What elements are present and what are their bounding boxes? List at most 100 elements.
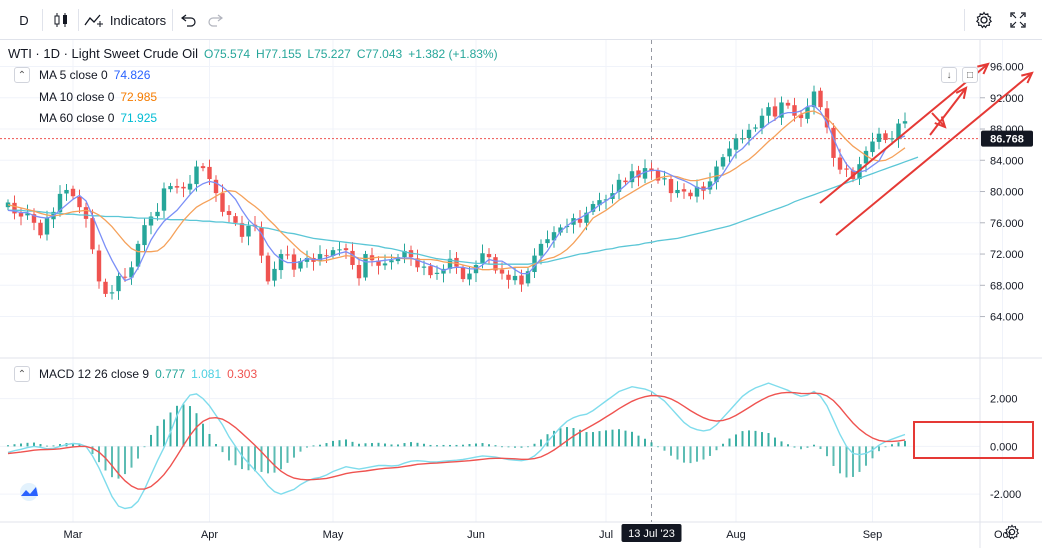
candle-body: [434, 272, 440, 274]
candle-body: [551, 232, 557, 241]
candle-body: [155, 211, 160, 217]
candle-body: [746, 129, 752, 139]
macd-histogram-bar: [878, 446, 880, 452]
collapse-macd-icon[interactable]: ⌃: [14, 366, 30, 382]
candle-body: [480, 253, 485, 264]
macd-value-2: 1.081: [191, 367, 222, 381]
toolbar-separator: [78, 9, 79, 31]
macd-histogram-bar: [475, 443, 477, 447]
time-label: Jun: [467, 529, 485, 541]
macd-histogram-bar: [371, 443, 373, 447]
macd-histogram-bar: [20, 443, 22, 447]
undo-icon[interactable]: [178, 6, 200, 34]
candle-body: [285, 254, 290, 256]
candle-body: [844, 168, 849, 170]
candle-style-icon[interactable]: [48, 6, 74, 34]
ma60-legend[interactable]: MA 60 close 0 71.925: [39, 111, 157, 125]
candle-body: [363, 254, 368, 278]
candle-body: [31, 214, 37, 223]
redo-icon[interactable]: [204, 6, 226, 34]
macd-histogram-bar: [819, 446, 822, 450]
candle-body: [265, 255, 271, 282]
candle-body: [187, 183, 193, 190]
candle-body: [298, 261, 303, 269]
time-axis-settings-icon[interactable]: [1004, 524, 1022, 542]
signal-line: [7, 391, 906, 490]
macd-histogram-bar: [195, 413, 198, 447]
candle-body: [129, 267, 134, 278]
candle-body: [889, 138, 895, 140]
lower-channel-arrow: [835, 72, 1033, 236]
price-tick-label: 96.000: [990, 62, 1024, 74]
candle-body: [785, 102, 791, 106]
price-tick-label: 72.000: [990, 249, 1024, 261]
macd-histogram-bar: [624, 430, 627, 447]
macd-histogram-bar: [384, 443, 386, 447]
macd-histogram-bar: [494, 445, 497, 447]
tradingview-logo-icon: [16, 482, 42, 502]
candle-body: [779, 102, 784, 118]
macd-histogram-bar: [546, 434, 549, 447]
macd-histogram-bar: [722, 443, 724, 447]
candle-body: [233, 216, 238, 223]
ohlc-high: H77.155: [256, 46, 302, 61]
candle-body: [811, 91, 817, 108]
candle-body: [161, 188, 167, 211]
ma5-legend[interactable]: MA 5 close 0 74.826: [39, 68, 150, 82]
ma60-line: [8, 156, 919, 265]
fullscreen-icon[interactable]: [1004, 6, 1032, 34]
candle-body: [805, 107, 810, 119]
macd-histogram-bar: [286, 446, 289, 463]
crosshair-date-bg: [621, 524, 682, 542]
candle-body: [896, 123, 901, 140]
candle-body: [714, 166, 719, 183]
price-badge-bg: [981, 130, 1033, 147]
annotations: [819, 62, 1034, 459]
macd-histogram-bar: [176, 405, 178, 447]
symbol-title[interactable]: WTI · 1D · Light Sweet Crude Oil: [8, 46, 198, 61]
ma10-label: MA 10 close 0: [39, 90, 115, 104]
macd-histogram-bar: [163, 419, 165, 447]
candle-body: [545, 239, 550, 244]
candle-body: [64, 189, 69, 194]
macd-histogram-bar: [754, 430, 757, 447]
candle-body: [415, 258, 420, 268]
macd-histogram-bar: [208, 433, 211, 447]
macd-pane: [7, 382, 906, 510]
candle-body: [395, 257, 401, 262]
candle-body: [707, 181, 713, 190]
candles[interactable]: [5, 85, 908, 300]
candle-body: [376, 260, 381, 266]
candle-body: [116, 275, 121, 292]
macd-histogram-bar: [189, 406, 191, 447]
breakout-arrow-up-head: [955, 86, 968, 99]
ma10-line: [7, 110, 906, 271]
candle-body: [558, 227, 563, 233]
candle-body: [454, 257, 459, 267]
chart-canvas[interactable]: 96.00092.00088.00084.00080.00076.00072.0…: [0, 40, 1042, 548]
macd-histogram-bar: [702, 446, 705, 460]
macd-histogram-bar: [280, 446, 282, 470]
candle-body: [350, 250, 355, 265]
candle-body: [519, 275, 524, 285]
candle-body: [623, 180, 628, 183]
settings-gear-icon[interactable]: [970, 6, 998, 34]
scroll-down-icon[interactable]: ↓: [941, 67, 957, 83]
macd-histogram-bar: [403, 443, 406, 447]
maximize-pane-icon[interactable]: □: [962, 67, 978, 83]
macd-legend[interactable]: MACD 12 26 close 9 0.777 1.081 0.303: [39, 367, 257, 381]
price-tick-label: 80.000: [990, 187, 1024, 199]
candle-body: [675, 189, 680, 194]
collapse-legend-icon[interactable]: ⌃: [14, 67, 30, 83]
ma10-legend[interactable]: MA 10 close 0 72.985: [39, 90, 157, 104]
ohlc-open: O75.574: [204, 46, 251, 61]
crosshair-date-label: 13 Jul '23: [628, 528, 675, 540]
interval-button[interactable]: D: [19, 12, 29, 28]
price-tick-label: 88.000: [990, 124, 1024, 136]
macd-histogram-bar: [98, 446, 100, 463]
time-label: Aug: [726, 529, 746, 541]
indicators-button[interactable]: Indicators: [82, 6, 168, 34]
candle-body: [402, 250, 407, 258]
ohlc-change: +1.382 (+1.83%): [408, 46, 498, 61]
macd-histogram-bar: [169, 412, 172, 447]
